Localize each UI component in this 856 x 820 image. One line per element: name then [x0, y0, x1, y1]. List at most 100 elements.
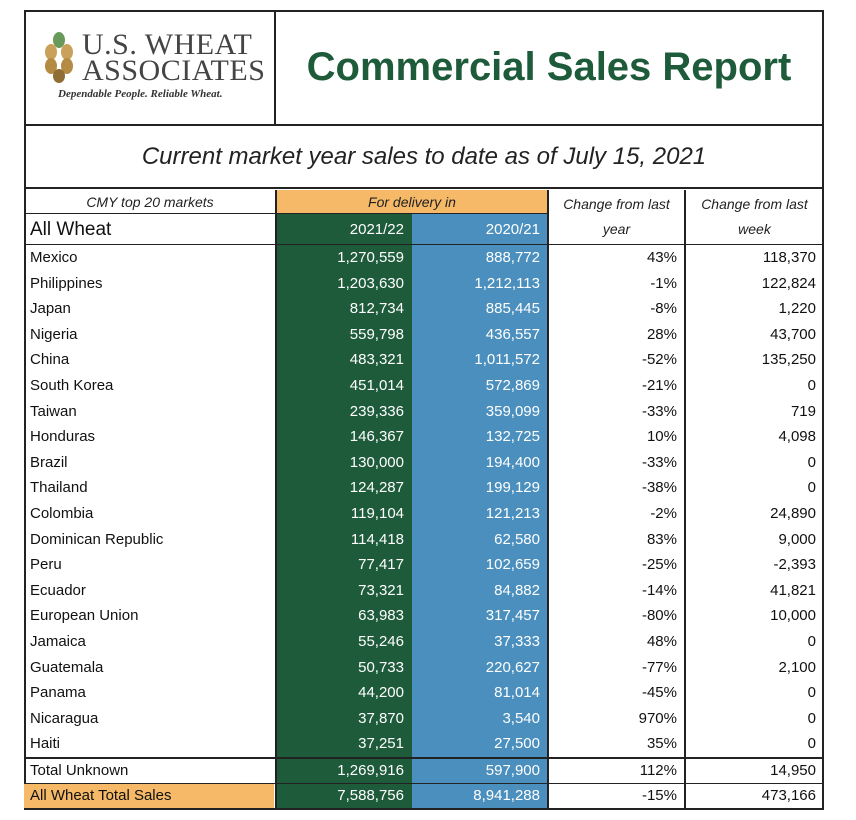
change-from-last-week: 1,220: [778, 300, 816, 317]
sales-2021-22: 37,870: [276, 706, 412, 731]
sales-2021-22: 130,000: [276, 450, 412, 475]
market-name: Nicaragua: [30, 710, 99, 727]
unknown-top-line: [24, 757, 824, 759]
market-name: Taiwan: [30, 403, 77, 420]
market-name: Mexico: [30, 249, 78, 266]
change-from-last-year: -33%: [641, 403, 677, 420]
sales-2020-21: 199,129: [412, 475, 548, 501]
change-from-last-week: 2,100: [778, 659, 816, 676]
change-from-last-week: 10,000: [770, 607, 816, 624]
change-from-last-year: 10%: [646, 428, 677, 445]
sales-2020-21: 317,457: [412, 603, 548, 629]
change-from-last-week: 0: [807, 735, 816, 752]
sales-2021-22: 55,246: [276, 629, 412, 655]
sales-2020-21: 102,659: [412, 552, 548, 578]
sales-2020-21: 436,557: [412, 322, 548, 347]
change-from-last-week: 135,250: [761, 351, 816, 368]
market-name: Japan: [30, 300, 71, 317]
change-from-last-week: 0: [807, 454, 816, 471]
change-from-last-year: 43%: [646, 249, 677, 266]
column-header-change-year-line2: year: [602, 221, 631, 237]
change-from-last-year: -8%: [650, 300, 677, 317]
market-name: Guatemala: [30, 659, 104, 676]
total-unknown-change-week: 14,950: [770, 762, 816, 779]
change-from-last-week: 122,824: [761, 275, 816, 292]
sales-2020-21: 885,445: [412, 296, 548, 322]
change-from-last-week: 43,700: [770, 326, 816, 343]
sales-2020-21: 194,400: [412, 450, 548, 475]
market-name: Nigeria: [30, 326, 78, 343]
grand-total-2020-21: 8,941,288: [412, 784, 548, 808]
market-name: Thailand: [30, 479, 88, 496]
sales-2021-22: 50,733: [276, 655, 412, 680]
header-bottom-line: [24, 244, 824, 245]
market-name: European Union: [30, 607, 139, 624]
change-from-last-year: -2%: [650, 505, 677, 522]
sales-2021-22: 73,321: [276, 578, 412, 603]
sales-2021-22: 1,270,559: [276, 245, 412, 271]
col-divider-1: [275, 190, 277, 808]
change-from-last-year: -77%: [641, 659, 677, 676]
sales-2020-21: 27,500: [412, 731, 548, 757]
report-header: U.S. WHEAT ASSOCIATES Dependable People.…: [24, 10, 824, 126]
sales-2021-22: 483,321: [276, 347, 412, 373]
sales-2020-21: 220,627: [412, 655, 548, 680]
sales-2020-21: 359,099: [412, 399, 548, 424]
change-from-last-week: 0: [807, 684, 816, 701]
change-from-last-year: -52%: [641, 351, 677, 368]
logo: U.S. WHEAT ASSOCIATES Dependable People.…: [24, 10, 276, 124]
change-from-last-year: -1%: [650, 275, 677, 292]
logo-text-line2: ASSOCIATES: [82, 54, 266, 87]
report-frame: [24, 10, 824, 810]
market-name: Philippines: [30, 275, 103, 292]
market-name: Peru: [30, 556, 62, 573]
total-unknown-2020-21: 597,900: [412, 758, 548, 784]
change-from-last-year: -14%: [641, 582, 677, 599]
market-name: South Korea: [30, 377, 114, 394]
col-divider-3: [547, 190, 549, 808]
sales-2021-22: 77,417: [276, 552, 412, 578]
change-from-last-week: 9,000: [778, 531, 816, 548]
change-from-last-year: 83%: [646, 531, 677, 548]
change-from-last-year: -45%: [641, 684, 677, 701]
total-unknown-label: Total Unknown: [30, 762, 129, 779]
sales-2021-22: 124,287: [276, 475, 412, 501]
col-divider-4: [684, 190, 686, 808]
change-from-last-year: -80%: [641, 607, 677, 624]
sales-2021-22: 114,418: [276, 527, 412, 552]
change-from-last-week: 0: [807, 377, 816, 394]
column-header-change-week: Change from last: [701, 196, 808, 212]
change-from-last-year: 48%: [646, 633, 677, 650]
change-from-last-year: 28%: [646, 326, 677, 343]
market-name: China: [30, 351, 70, 368]
change-from-last-year: -25%: [641, 556, 677, 573]
change-from-last-week: -2,393: [773, 556, 816, 573]
sales-2021-22: 44,200: [276, 680, 412, 706]
column-header-change-year: Change from last: [563, 196, 670, 212]
sales-2021-22: 1,203,630: [276, 271, 412, 296]
change-from-last-week: 118,370: [762, 249, 816, 266]
change-from-last-week: 0: [807, 710, 816, 727]
sales-2020-21: 1,212,113: [412, 271, 548, 296]
change-from-last-year: 35%: [646, 735, 677, 752]
sales-2021-22: 37,251: [276, 731, 412, 757]
market-name: Brazil: [30, 454, 68, 471]
sales-2020-21: 84,882: [412, 578, 548, 603]
change-from-last-week: 0: [807, 633, 816, 650]
sales-2020-21: 121,213: [412, 501, 548, 527]
market-name: Colombia: [30, 505, 94, 522]
section-label: All Wheat: [30, 219, 112, 240]
wheat-emblem-icon: [45, 32, 73, 83]
sales-2021-22: 451,014: [276, 373, 412, 399]
year-header-2021-22: 2021/22: [276, 214, 412, 245]
market-name: Jamaica: [30, 633, 86, 650]
logo-text-line1: U.S. WHEAT: [82, 28, 253, 61]
market-name: Honduras: [30, 428, 96, 445]
header-divider-line: [24, 213, 548, 214]
year-header-2020-21: 2020/21: [412, 214, 548, 245]
grand-total-change-week: 473,166: [761, 787, 816, 804]
sales-2021-22: 63,983: [276, 603, 412, 629]
sales-2020-21: 572,869: [412, 373, 548, 399]
sales-2020-21: 37,333: [412, 629, 548, 655]
change-from-last-week: 24,890: [770, 505, 816, 522]
